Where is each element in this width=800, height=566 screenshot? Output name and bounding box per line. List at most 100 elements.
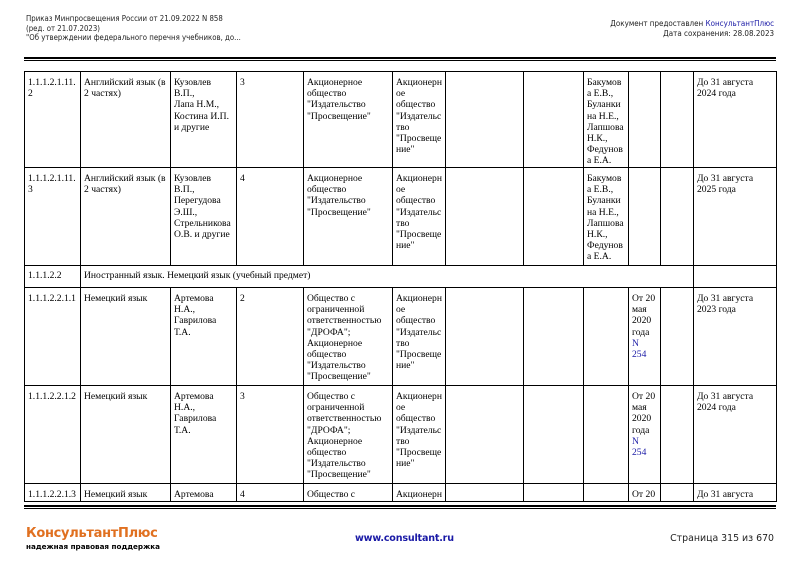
cell-text: Акционерное общество "Издательство "Прос…: [307, 173, 371, 218]
table-cell: [445, 483, 524, 502]
table-cell: [523, 483, 584, 502]
cell-text: Артемова: [174, 489, 214, 500]
section-code: 1.1.1.2.2: [24, 265, 81, 288]
table-row: 1.1.1.2.1.11. 2 Английский язык (в 2 част…: [24, 71, 777, 168]
header-line: Приказ Минпросвещения России от 21.09.20…: [26, 14, 223, 23]
cell-text: Общество с ограниченной ответственностью…: [307, 391, 382, 481]
cell-text: 1.1.1.2.1.11. 2: [28, 77, 76, 100]
table-cell: Немецкий язык: [80, 287, 171, 386]
table-cell: [660, 385, 694, 484]
table-cell: Немецкий язык: [80, 385, 171, 484]
cell-text: От 20 мая 2020 года: [632, 293, 656, 338]
table-cell: Бакумов а Е.В., Буланки на Н.Е., Лапшова…: [583, 167, 629, 266]
table-row: 1.1.1.2.1.11. 3 Английский язык (в 2 част…: [24, 167, 777, 266]
table-cell: Бакумов а Е.В., Буланки на Н.Е., Лапшова…: [583, 71, 629, 168]
table-cell: До 31 августа 2024 года: [693, 71, 777, 168]
table-cell: От 20 мая 2020 года N 254: [628, 385, 661, 484]
table-cell: Артемова Н.А., Гаврилова Т.А.: [170, 385, 237, 484]
table-cell: [523, 385, 584, 484]
table-cell: [628, 71, 661, 168]
cell-text: Общество с ограниченной ответственностью…: [307, 293, 382, 383]
table-cell: Артемова Н.А., Гаврилова Т.А.: [170, 287, 237, 386]
table-cell: 4: [236, 167, 304, 266]
cell-text: 1.1.1.2.2.1.3: [28, 489, 76, 500]
cell-text: 4: [240, 489, 245, 500]
table-cell: 3: [236, 71, 304, 168]
table-cell: [660, 287, 694, 386]
table-cell: Кузовлев В.П., Лапа Н.М., Костина И.П. и…: [170, 71, 237, 168]
cell-text: Акционерное общество "Издательство "Прос…: [307, 77, 371, 122]
header-line: (ред. от 21.07.2023): [26, 23, 101, 33]
footer-divider: [24, 505, 776, 509]
page-counter: Страница 315 из 670: [670, 533, 774, 544]
cell-text: 3: [240, 77, 245, 88]
table-row: 1.1.1.2.2.1.3 Немецкий язык Артемова 4 Общес…: [24, 483, 777, 502]
cell-text: 1.1.1.2.2.1.1: [28, 293, 76, 304]
footer-brand: КонсультантПлюс: [26, 526, 158, 541]
textbook-list-table: 1.1.1.2.1.11. 2 Английский язык (в 2 част…: [24, 71, 777, 502]
table-cell: [523, 71, 584, 168]
table-row: 1.1.1.2.2.1.2 Немецкий язык Артемова Н.А.,…: [24, 385, 777, 484]
table-cell: [523, 287, 584, 386]
table-cell: 1.1.1.2.1.11. 2: [24, 71, 81, 168]
table-cell: [660, 483, 694, 502]
table-cell: Акционерное общество "Издательство "Прос…: [303, 71, 393, 168]
cell-text: Немецкий язык: [84, 391, 148, 402]
table-cell: До 31 августа 2024 года: [693, 385, 777, 484]
provider-brand-link[interactable]: КонсультантПлюс: [705, 19, 774, 28]
table-cell: Акционерн ое общество "Издательс тво "Пр…: [392, 167, 446, 266]
cell-text: Акционерн ое общество "Издательс тво "Пр…: [396, 173, 442, 252]
section-title: Иностранный язык. Немецкий язык (учебный…: [80, 265, 694, 288]
footer-tagline: надежная правовая поддержка: [26, 542, 160, 551]
table-cell: Акционерн: [392, 483, 446, 502]
cell-text: Немецкий язык: [84, 489, 148, 500]
cell-text: Кузовлев В.П., Перегудова Э.Ш., Стрельни…: [174, 173, 231, 241]
table-cell: Акционерн ое общество "Издательс тво "Пр…: [392, 71, 446, 168]
provided-by-label: Документ предоставлен: [610, 19, 706, 28]
table-cell: Общество с ограниченной ответственностью…: [303, 385, 393, 484]
order-link[interactable]: N 254: [632, 435, 647, 459]
cell-text: До 31 августа 2024 года: [697, 391, 754, 414]
document-header-info: Приказ Минпросвещения России от 21.09.20…: [26, 14, 241, 43]
table-cell: [523, 167, 584, 266]
table-cell: 2: [236, 287, 304, 386]
table-cell: [628, 167, 661, 266]
table-cell: [583, 483, 629, 502]
table-cell: 1.1.1.2.2.1.2: [24, 385, 81, 484]
cell-text: 4: [240, 173, 245, 184]
cell-text: Бакумов а Е.В., Буланки на Н.Е., Лапшова…: [587, 173, 624, 263]
table-cell: От 20: [628, 483, 661, 502]
cell-text: 2: [240, 293, 245, 304]
order-link[interactable]: N 254: [632, 337, 647, 361]
cell-text: 1.1.1.2.1.11. 3: [28, 173, 76, 196]
table-cell: До 31 августа 2023 года: [693, 287, 777, 386]
cell-text: Акционерн ое общество "Издательс тво "Пр…: [396, 391, 442, 470]
table-cell: [445, 167, 524, 266]
header-line: "Об утверждении федерального перечня уче…: [26, 33, 241, 43]
cell-text: От 20 мая 2020 года: [632, 391, 656, 436]
cell-text: От 20: [632, 489, 656, 500]
table-cell: Акционерное общество "Издательство "Прос…: [303, 167, 393, 266]
table-cell: Кузовлев В.П., Перегудова Э.Ш., Стрельни…: [170, 167, 237, 266]
table-row: 1.1.1.2.2.1.1 Немецкий язык Артемова Н.А.,…: [24, 287, 777, 386]
header-divider: [24, 57, 776, 61]
table-cell: До 31 августа: [693, 483, 777, 502]
footer-website-link[interactable]: www.consultant.ru: [355, 533, 454, 544]
cell-text: 1.1.1.2.2.1.2: [28, 391, 76, 402]
cell-text: Артемова Н.А., Гаврилова Т.А.: [174, 293, 217, 338]
table-cell: 1.1.1.2.2.1.1: [24, 287, 81, 386]
cell-text: Акционерн ое общество "Издательс тво "Пр…: [396, 77, 442, 156]
cell-text: Немецкий язык: [84, 293, 148, 304]
table-cell: Акционерн ое общество "Издательс тво "Пр…: [392, 287, 446, 386]
table-cell: [693, 265, 777, 288]
table-cell: Немецкий язык: [80, 483, 171, 502]
cell-text: До 31 августа 2023 года: [697, 293, 754, 316]
cell-text: Артемова Н.А., Гаврилова Т.А.: [174, 391, 217, 436]
table-cell: Акционерн ое общество "Издательс тво "Пр…: [392, 385, 446, 484]
table-cell: 1.1.1.2.2.1.3: [24, 483, 81, 502]
table-cell: [660, 71, 694, 168]
cell-text: До 31 августа 2024 года: [697, 77, 754, 100]
table-cell: Английский язык (в 2 частях): [80, 71, 171, 168]
cell-text: До 31 августа: [697, 489, 754, 500]
table-cell: [660, 167, 694, 266]
